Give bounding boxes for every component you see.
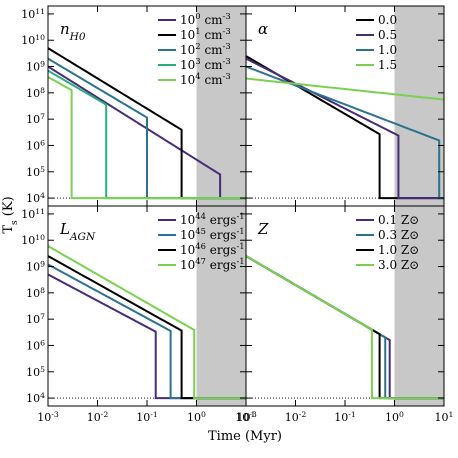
panel-1: α 0.00.51.01.5 <box>245 5 445 207</box>
series-line-2 <box>48 57 246 200</box>
x-tick-label: 101​ <box>435 410 454 425</box>
series-group <box>48 47 246 200</box>
shaded-region <box>196 6 246 206</box>
legend-label: 0.1 Z⊙ <box>378 213 419 227</box>
legend-label: 1047​ ergs-1​ <box>180 256 245 272</box>
y-tick-label: 109​ <box>26 259 45 274</box>
x-tick-label: 101​ <box>237 410 256 425</box>
legend-label: 101​ cm-3​ <box>180 26 231 42</box>
shaded-region <box>394 6 444 206</box>
legend-label: 103​ cm-3​ <box>180 56 231 72</box>
series-line-4 <box>48 76 246 200</box>
y-tick-label: 106​ <box>26 338 45 353</box>
y-axis-title: Ts​ (K) <box>1 196 20 233</box>
legend-label: 104​ cm-3​ <box>180 71 231 87</box>
legend-label: 0.3 Z⊙ <box>378 228 419 242</box>
y-tick-label: 106​ <box>26 138 45 153</box>
panel-3: 10-3​ 10-2​ 10-1​ 100​ 101​ Z 0.1 Z⊙0.3 Z⊙1.0 … <box>235 205 454 425</box>
legend-label: 0.5 <box>378 28 397 42</box>
y-tick-label: 105​ <box>26 164 45 179</box>
legend-label: 1.5 <box>378 58 397 72</box>
legend-label: 100​ cm-3​ <box>180 11 231 27</box>
y-tick-label: 105​ <box>26 364 45 379</box>
y-tick-label: 108​ <box>26 285 45 300</box>
series-line-0 <box>48 65 246 200</box>
y-tick-label: 1010​ <box>21 233 45 248</box>
series-line-3 <box>246 255 444 400</box>
panel-label: LAGN​ <box>59 220 96 243</box>
series-line-3 <box>48 245 246 400</box>
x-tick-label: 10-1​ <box>334 410 356 425</box>
series-line-1 <box>246 57 444 200</box>
shaded-region <box>196 206 246 406</box>
x-tick-label: 10-3​ <box>235 410 257 425</box>
panels: 104​ 105​ 106​ 107​ 108​ 109​ 1010​ 1011​ nH0​ 10… <box>21 5 454 425</box>
legend-label: 3.0 Z⊙ <box>378 258 419 272</box>
shaded-region <box>394 206 444 406</box>
y-tick-label: 107​ <box>26 312 45 327</box>
y-tick-label: 1011​ <box>21 6 45 21</box>
x-axis-title: Time (Myr) <box>208 429 282 444</box>
x-tick-label: 10-2​ <box>87 410 109 425</box>
y-tick-label: 104​ <box>26 391 45 406</box>
legend-label: 1046​ ergs-1​ <box>180 241 245 257</box>
panel-label: Z <box>257 220 269 238</box>
panel-2: 10-3​ 10-2​ 10-1​ 100​ 101​ 104​ 105​ 106​ 107​ 1… <box>21 205 256 425</box>
y-tick-label: 109​ <box>26 59 45 74</box>
y-tick-label: 107​ <box>26 112 45 127</box>
legend-label: 1044​ ergs-1​ <box>180 211 245 227</box>
series-line-3 <box>48 69 246 200</box>
legend-label: 1.0 <box>378 43 397 57</box>
series-group <box>48 245 246 400</box>
panel-label: nH0​ <box>60 20 86 43</box>
panel-0: 104​ 105​ 106​ 107​ 108​ 109​ 1010​ 1011​ nH0​ 10… <box>21 5 247 207</box>
legend-label: 0.0 <box>378 13 397 27</box>
series-line-0 <box>48 273 246 400</box>
y-tick-label: 1010​ <box>21 33 45 48</box>
series-line-1 <box>48 47 246 200</box>
series-group <box>246 255 444 400</box>
series-line-2 <box>48 255 246 400</box>
series-line-3 <box>246 77 444 101</box>
x-tick-label: 10-3​ <box>37 410 59 425</box>
x-tick-label: 10-1​ <box>136 410 158 425</box>
series-line-1 <box>48 263 246 400</box>
panel-label: α <box>258 20 268 38</box>
series-group <box>246 55 444 200</box>
y-tick-label: 1011​ <box>21 206 45 221</box>
x-tick-label: 10-2​ <box>285 410 307 425</box>
legend-label: 1.0 Z⊙ <box>378 243 419 257</box>
y-tick-label: 104​ <box>26 191 45 206</box>
x-tick-label: 100​ <box>385 410 404 425</box>
series-line-2 <box>246 65 444 200</box>
y-tick-label: 108​ <box>26 85 45 100</box>
legend-label: 102​ cm-3​ <box>180 41 231 57</box>
legend-label: 1045​ ergs-1​ <box>180 226 245 242</box>
x-tick-label: 100​ <box>187 410 206 425</box>
